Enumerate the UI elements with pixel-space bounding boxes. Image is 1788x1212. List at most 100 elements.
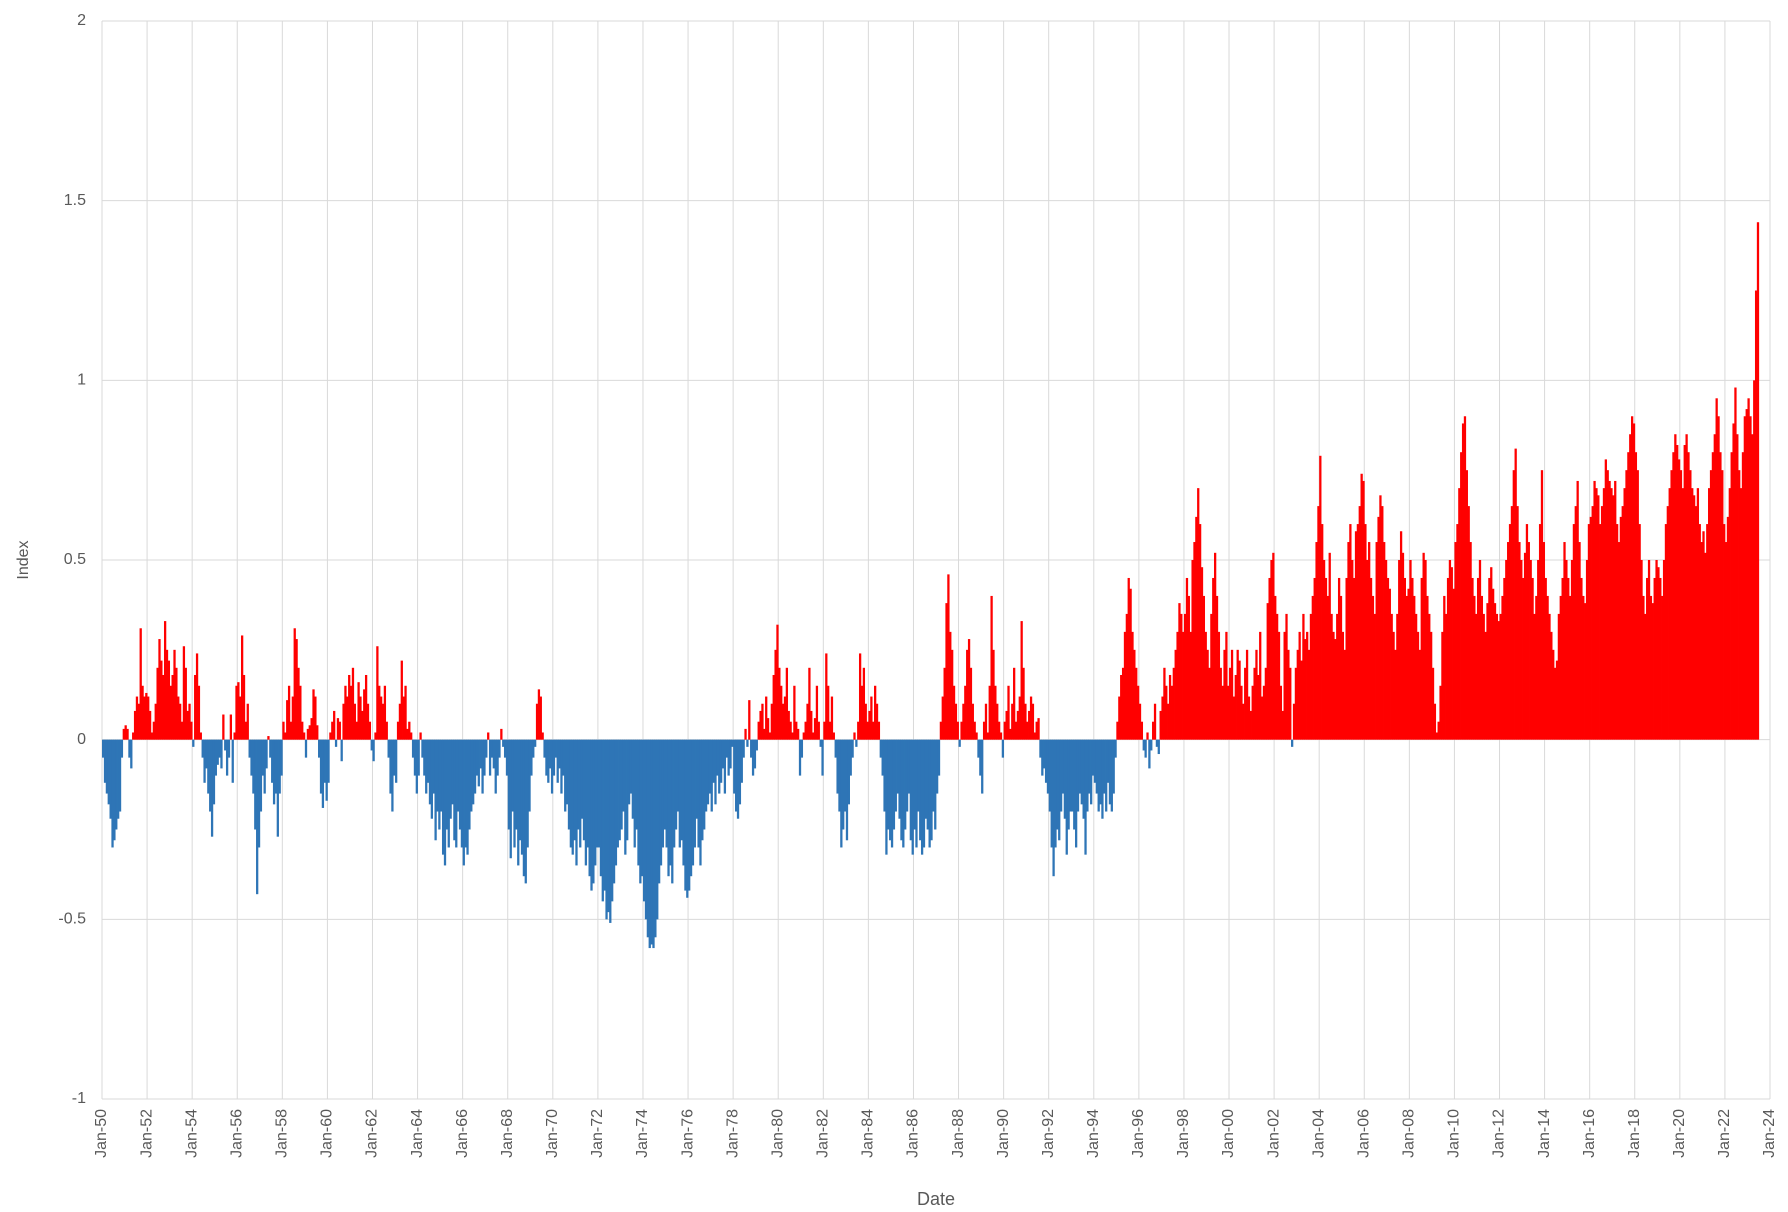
bar (1753, 380, 1756, 740)
bar (996, 703, 999, 740)
bar (391, 739, 394, 812)
bar (1105, 739, 1108, 812)
bar (1610, 488, 1613, 740)
bar (460, 739, 464, 848)
bar (344, 685, 347, 740)
bar (1061, 739, 1065, 794)
bar (1191, 560, 1194, 740)
bar (964, 685, 967, 740)
bar (1525, 524, 1529, 740)
bar (180, 721, 184, 740)
bar (727, 739, 730, 776)
bar (881, 739, 884, 776)
bar (765, 696, 768, 740)
bar (736, 739, 740, 819)
bar (697, 739, 700, 848)
bar (999, 732, 1003, 740)
bar (943, 667, 946, 740)
bar (810, 710, 813, 740)
bar (539, 696, 542, 740)
bar (1677, 459, 1681, 740)
bar (175, 667, 178, 740)
bar (301, 721, 304, 740)
bar (1683, 445, 1686, 740)
bar (1371, 595, 1375, 740)
bar (952, 685, 956, 740)
bar (182, 646, 186, 740)
bar (977, 739, 980, 758)
bar (426, 739, 430, 783)
bar (241, 635, 244, 740)
bar (618, 739, 621, 841)
bar (152, 721, 155, 740)
bar (898, 739, 901, 819)
bar (1399, 531, 1403, 740)
bar (808, 667, 811, 740)
bar (1465, 470, 1468, 740)
bar (1339, 595, 1343, 740)
bar (404, 685, 407, 740)
bar (1679, 470, 1683, 740)
bar (1044, 739, 1048, 783)
bar (1655, 560, 1658, 740)
bar (1743, 416, 1746, 740)
bar (1574, 506, 1577, 740)
bar (353, 703, 356, 740)
x-tick-label: Jan-00 (1220, 1109, 1237, 1158)
bar (1670, 470, 1673, 740)
bar (349, 685, 353, 740)
bar (1482, 613, 1485, 740)
bar (1112, 739, 1115, 794)
bar (483, 739, 486, 776)
bar (1553, 667, 1557, 740)
bar (1088, 739, 1091, 794)
bar (920, 739, 924, 855)
bar (1448, 560, 1452, 740)
bar (276, 739, 279, 837)
bar (840, 739, 843, 848)
bar (1567, 577, 1570, 740)
bar (225, 739, 229, 776)
bar (235, 685, 238, 740)
x-tick-label: Jan-92 (1040, 1109, 1057, 1158)
bar (1366, 560, 1369, 740)
bar (1197, 488, 1200, 740)
bar (892, 739, 896, 830)
bar (325, 739, 328, 801)
bar (1031, 703, 1035, 740)
bar (173, 649, 176, 740)
bar (1108, 739, 1112, 805)
bar (445, 739, 449, 830)
bar (592, 739, 595, 884)
bar (806, 703, 809, 740)
bar (1242, 703, 1245, 740)
bar (704, 739, 708, 812)
bar (212, 739, 216, 805)
bar (997, 721, 1001, 740)
bar (1570, 560, 1574, 740)
bar (490, 739, 494, 758)
bar (691, 739, 695, 866)
bar (186, 710, 189, 740)
bar (789, 721, 792, 740)
bar (746, 739, 749, 747)
bar (567, 739, 571, 830)
bar (1091, 739, 1095, 776)
bar (528, 739, 531, 812)
bar (385, 721, 388, 740)
bar (1311, 595, 1314, 740)
bar (1221, 685, 1224, 740)
bar (366, 703, 370, 740)
bar (284, 732, 287, 740)
bar (278, 739, 281, 794)
bar (357, 682, 360, 740)
bar (380, 696, 383, 740)
bar (641, 739, 644, 877)
bar (1349, 524, 1352, 740)
bar (1195, 516, 1198, 740)
x-axis-label: Date (917, 1189, 955, 1209)
bar (1435, 732, 1438, 740)
bar (1291, 739, 1294, 747)
bar (1685, 434, 1688, 740)
